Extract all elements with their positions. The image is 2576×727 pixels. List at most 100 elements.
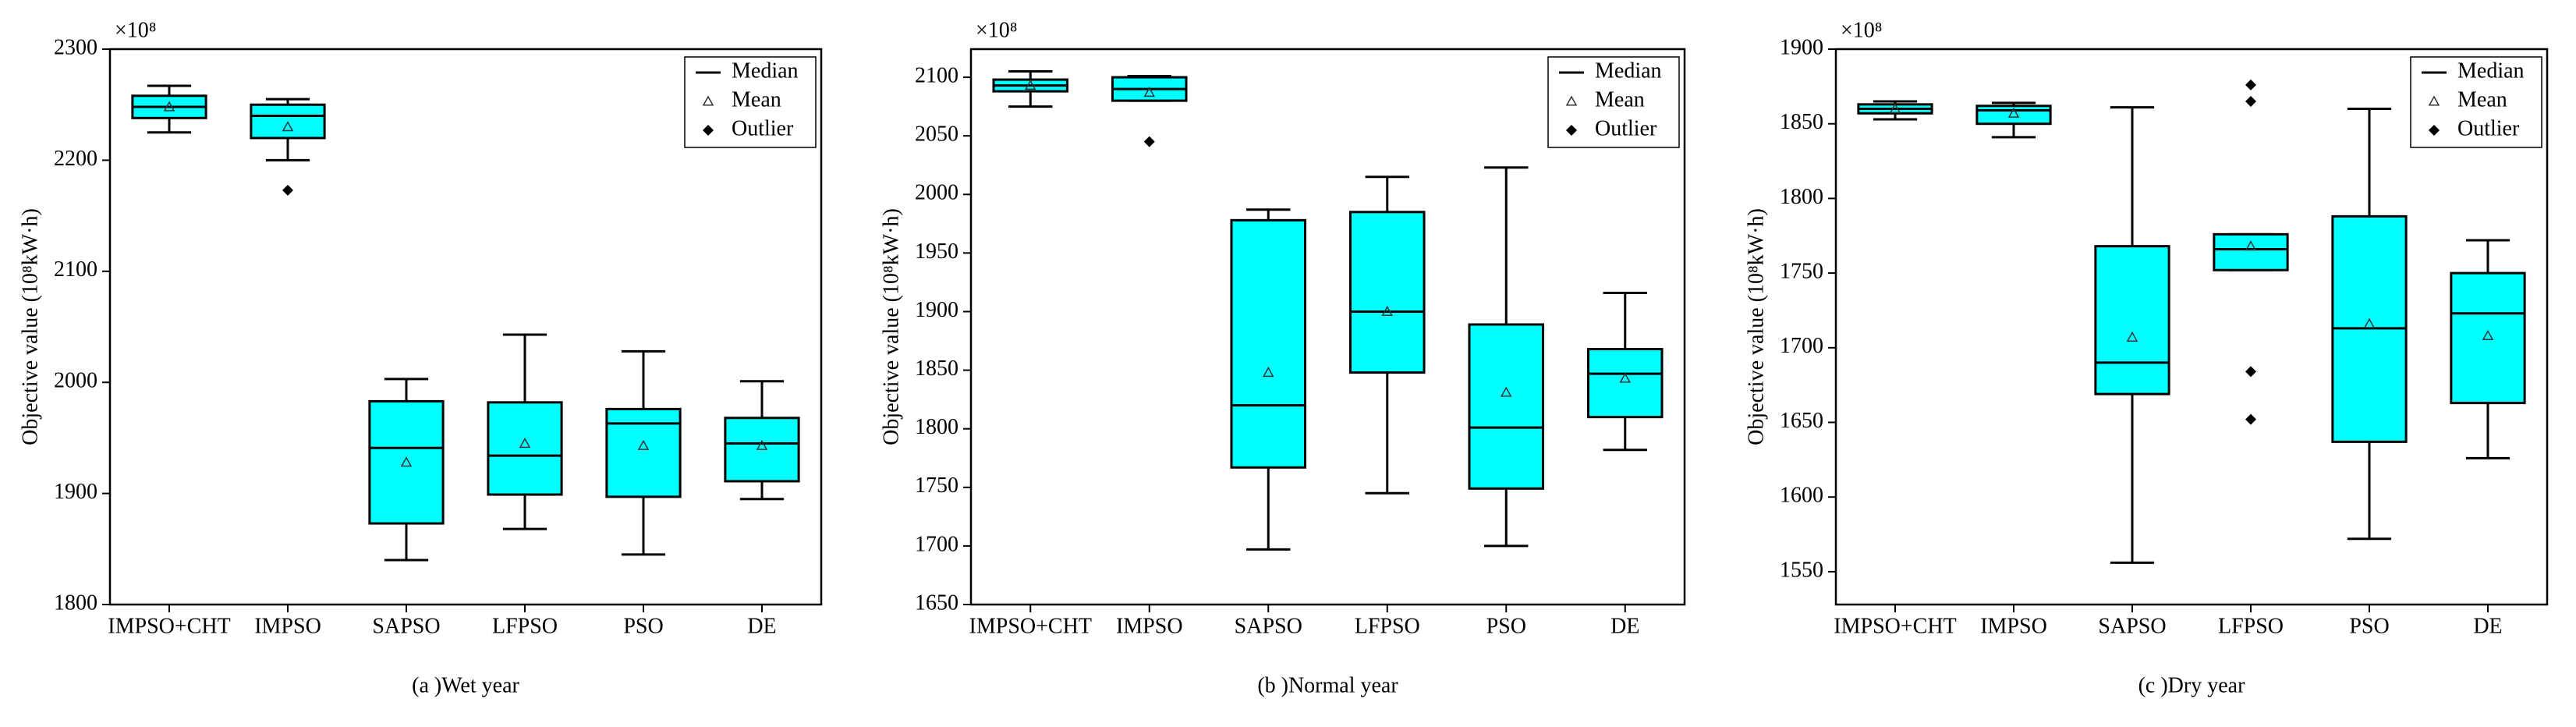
x-tick-label: SAPSO (1235, 614, 1302, 638)
outlier (282, 184, 293, 196)
box (2213, 232, 2289, 271)
y-axis-label: Objective value (10⁸kW·h) (18, 208, 42, 445)
mean (519, 437, 531, 449)
box (2450, 271, 2526, 405)
legend-label: Median (1595, 59, 1662, 83)
y-tick-label: 2050 (915, 122, 958, 147)
y-tick-label: 1900 (54, 480, 97, 504)
box (1230, 218, 1307, 469)
x-tick-label: IMPSO (254, 614, 321, 638)
x-tick-label: LFPSO (2218, 614, 2284, 638)
box (368, 399, 445, 525)
mean (2363, 317, 2376, 328)
y-tick-label: 1650 (915, 590, 958, 615)
legend-label: Outlier (732, 116, 794, 140)
y-tick-label: 1750 (915, 473, 958, 498)
box (1468, 323, 1545, 490)
y-tick-label: 2000 (915, 181, 958, 205)
legend-outlier (2429, 125, 2440, 136)
offset-label: ×10⁸ (976, 18, 1018, 42)
legend-label: Mean (1595, 87, 1645, 112)
x-tick-label: LFPSO (492, 614, 558, 638)
box (1348, 211, 1426, 374)
y-axis-label: Objective value (10⁸kW·h) (879, 208, 903, 445)
mean (756, 439, 768, 450)
mean (1500, 386, 1512, 397)
y-tick-label: 1800 (1780, 185, 1823, 209)
x-tick-label: DE (2473, 614, 2502, 638)
outlier (2245, 413, 2256, 425)
y-tick-label: 1750 (1780, 260, 1823, 284)
mean (1143, 87, 1156, 98)
legend-label: Outlier (2457, 116, 2520, 140)
panel-caption: (c )Dry year (2138, 673, 2245, 697)
x-tick-label: IMPSO+CHT (1834, 614, 1956, 638)
x-tick-label: DE (1610, 614, 1639, 638)
x-tick-label: IMPSO+CHT (108, 614, 230, 638)
mean (2482, 329, 2494, 341)
axes-frame (1834, 48, 2549, 606)
legend-label: Mean (2457, 87, 2507, 112)
legend-label: Outlier (1595, 116, 1657, 140)
mean (282, 121, 294, 132)
legend-mean (2428, 95, 2440, 106)
box (2094, 245, 2170, 395)
box (487, 401, 563, 496)
legend-mean (1565, 95, 1578, 106)
y-tick-label: 1600 (1780, 484, 1823, 508)
x-tick-label: IMPSO (1116, 614, 1183, 638)
y-tick-label: 1900 (915, 298, 958, 322)
y-tick-label: 2300 (54, 35, 97, 59)
y-tick-label: 1700 (1780, 334, 1823, 358)
x-tick-label: DE (747, 614, 776, 638)
mean (2245, 240, 2257, 251)
offset-label: ×10⁸ (115, 18, 157, 42)
legend-outlier (1566, 125, 1577, 136)
x-tick-label: IMPSO+CHT (969, 614, 1092, 638)
x-tick-label: SAPSO (372, 614, 440, 638)
x-tick-label: PSO (1486, 614, 1526, 638)
x-tick-label: LFPSO (1355, 614, 1420, 638)
outlier (2245, 366, 2256, 378)
y-tick-label: 2000 (54, 369, 97, 393)
y-tick-label: 1900 (1780, 35, 1823, 59)
mean (2126, 331, 2138, 342)
y-tick-label: 1850 (1780, 110, 1823, 134)
y-tick-label: 1550 (1780, 558, 1823, 582)
x-tick-label: SAPSO (2098, 614, 2166, 638)
mean (1381, 305, 1394, 317)
mean (1024, 80, 1036, 90)
y-axis-label: Objective value (10⁸kW·h) (1744, 208, 1768, 445)
legend-outlier (703, 125, 714, 136)
y-tick-label: 1650 (1780, 409, 1823, 433)
outlier (1143, 136, 1155, 147)
y-tick-label: 1800 (54, 590, 97, 615)
mean (2007, 107, 2020, 118)
offset-label: ×10⁸ (1841, 18, 1883, 42)
mean (163, 101, 175, 112)
panel-caption: (a )Wet year (412, 673, 519, 697)
y-tick-label: 2200 (54, 147, 97, 171)
y-tick-label: 1700 (915, 532, 958, 556)
y-tick-label: 1950 (915, 239, 958, 264)
mean (1619, 372, 1632, 383)
outlier (2245, 79, 2256, 90)
x-tick-label: IMPSO (1980, 614, 2047, 638)
panel-caption: (b )Normal year (1257, 673, 1398, 697)
y-tick-label: 1800 (915, 415, 958, 439)
legend-label: Median (2457, 59, 2525, 83)
legend-label: Mean (732, 87, 781, 112)
axes-frame (108, 48, 823, 606)
x-tick-label: PSO (2349, 614, 2389, 638)
y-tick-label: 1850 (915, 356, 958, 381)
box (1586, 348, 1664, 419)
x-tick-label: PSO (623, 614, 663, 638)
y-tick-label: 2100 (54, 257, 97, 282)
mean (1262, 367, 1274, 378)
outlier (2245, 95, 2256, 107)
mean (1889, 103, 1901, 114)
box (605, 407, 682, 498)
legend-label: Median (732, 59, 799, 83)
y-tick-label: 2100 (915, 63, 958, 87)
